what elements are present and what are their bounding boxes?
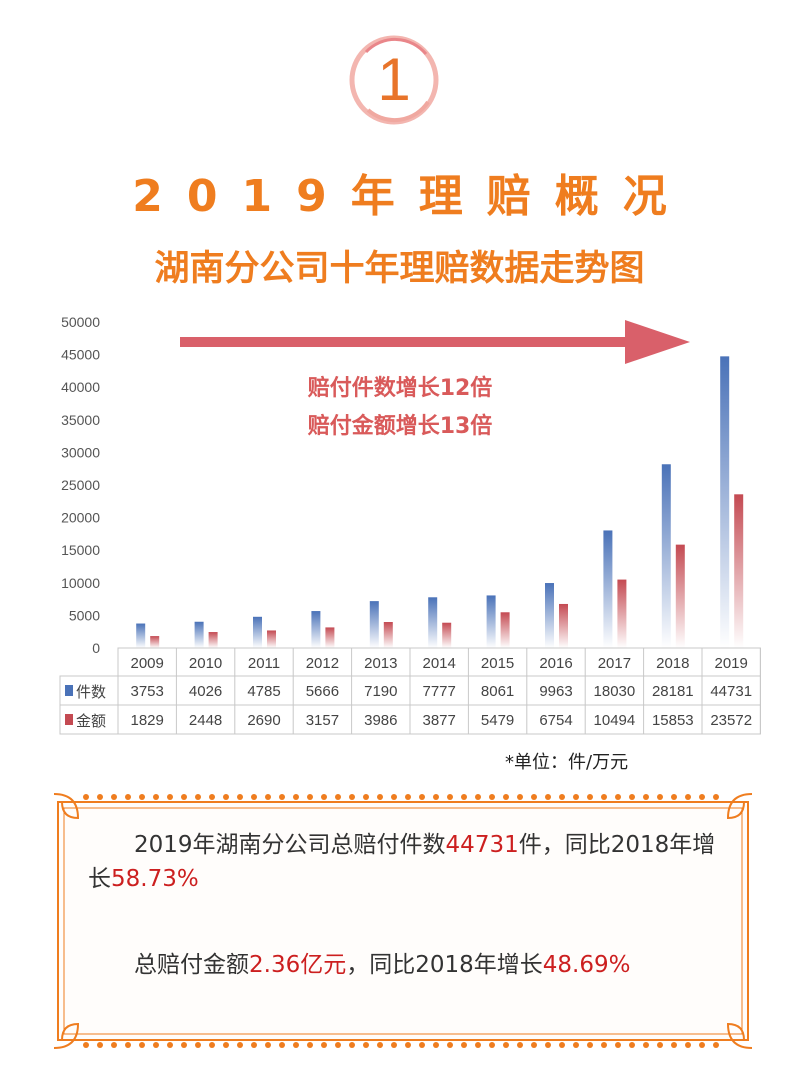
data-table-cell: 23572 [710, 712, 752, 729]
bar-count [369, 601, 379, 648]
bar-count [545, 583, 554, 648]
x-tick-label: 2012 [306, 655, 339, 672]
data-table-cell: 7777 [423, 683, 456, 700]
data-table-cell: 15853 [652, 712, 694, 729]
x-tick-label: 2016 [539, 655, 572, 672]
bar-count [428, 597, 438, 648]
bar-amount [617, 579, 627, 648]
data-table-cell: 1829 [131, 712, 164, 729]
data-table-cell: 28181 [652, 683, 694, 700]
data-table-cell: 2448 [189, 712, 222, 729]
legend-label: 金额 [76, 712, 106, 730]
data-table-cell: 2690 [247, 712, 280, 729]
highlight-count-growth: 58.73% [111, 866, 199, 892]
bar-amount [442, 622, 452, 648]
data-table-cell: 5666 [306, 683, 339, 700]
bar-count [194, 621, 204, 648]
x-tick-label: 2011 [248, 655, 280, 672]
bar-count [136, 623, 146, 648]
x-tick-label: 2018 [656, 655, 689, 672]
x-tick-label: 2010 [189, 655, 222, 672]
data-table-cell: 18030 [594, 683, 636, 700]
y-tick-label: 5000 [69, 607, 100, 623]
bar-count [311, 611, 321, 648]
legend-swatch [65, 685, 73, 696]
y-tick-label: 15000 [61, 542, 100, 558]
bar-chart: 0 5000 10000 15000 20000 25000 30000 35000 40000… [59, 314, 761, 735]
x-tick-label: 2019 [715, 655, 748, 672]
bar-amount [325, 627, 335, 648]
bar-amount [500, 612, 510, 648]
y-tick-label: 50000 [61, 314, 100, 330]
summary-frame [53, 793, 753, 1049]
data-table-cell: 7190 [364, 683, 397, 700]
x-tick-label: 2009 [131, 655, 164, 672]
data-table-cell: 3753 [131, 683, 164, 700]
bar-count [720, 356, 730, 648]
summary-paragraph-amount: 总赔付金额2.36亿元，同比2018年增长48.69% [134, 952, 631, 978]
bar-count [486, 595, 496, 648]
x-tick-label: 2013 [364, 655, 397, 672]
unit-note: *单位：件/万元 [505, 752, 629, 773]
y-tick-label: 20000 [61, 510, 100, 526]
highlight-amount: 2.36亿元 [249, 952, 347, 978]
data-table-cell: 8061 [481, 683, 514, 700]
data-table-cell: 6754 [539, 712, 572, 729]
bar-amount [383, 622, 393, 648]
data-table-cell: 4026 [189, 683, 222, 700]
summary-paragraph-count: 2019年湖南分公司总赔付件数44731件，同比2018年增长58.73% [88, 832, 716, 892]
badge-circle-icon [349, 35, 439, 125]
page-title: 2019年理赔概况 [132, 171, 691, 222]
data-table-cell: 3157 [306, 712, 339, 729]
bar-count [661, 464, 671, 648]
highlight-amount-growth: 48.69% [542, 952, 631, 978]
page-subtitle: 湖南分公司十年理赔数据走势图 [154, 249, 645, 289]
legend-label: 件数 [76, 683, 106, 701]
bar-amount [267, 630, 276, 648]
data-table-cell: 5479 [481, 712, 514, 729]
badge-number: 1 [377, 46, 411, 113]
bar-count [603, 530, 613, 648]
data-table-cell: 9963 [539, 683, 572, 700]
data-table-cell: 10494 [594, 712, 636, 729]
y-tick-label: 10000 [61, 575, 100, 591]
bar-amount [150, 636, 160, 648]
bar-count [253, 616, 262, 648]
annotation-count-growth: 赔付件数增长12倍 [307, 376, 493, 401]
data-table-cell: 3877 [423, 712, 456, 729]
highlight-count: 44731 [445, 832, 519, 858]
legend-swatch [65, 714, 73, 725]
x-tick-label: 2015 [481, 655, 514, 672]
bar-amount [208, 632, 218, 648]
y-tick-label: 25000 [61, 477, 100, 493]
y-tick-label: 40000 [61, 379, 100, 395]
bar-amount [559, 603, 568, 648]
data-table-cell: 4785 [247, 683, 280, 700]
bar-amount [675, 544, 685, 648]
y-tick-label: 30000 [61, 444, 100, 460]
x-tick-label: 2014 [423, 655, 456, 672]
annotation-amount-growth: 赔付金额增长13倍 [307, 414, 493, 439]
data-table-cell: 44731 [710, 683, 752, 700]
y-tick-label: 0 [92, 640, 100, 656]
x-tick-label: 2017 [598, 655, 631, 672]
trend-arrow-icon [180, 320, 690, 364]
y-tick-label: 45000 [61, 347, 100, 363]
y-tick-label: 35000 [61, 412, 100, 428]
data-table-cell: 3986 [364, 712, 397, 729]
bar-amount [734, 494, 744, 648]
